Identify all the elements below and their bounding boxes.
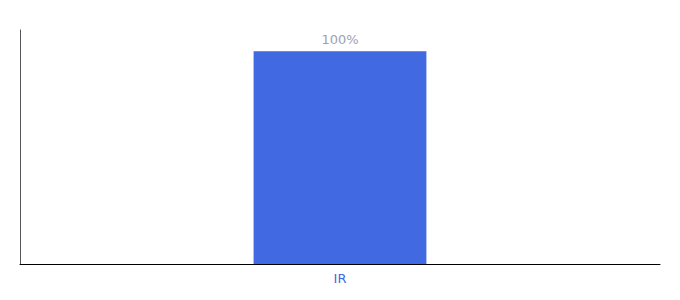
svg-text:IR: IR: [334, 271, 347, 286]
svg-text:100%: 100%: [321, 32, 358, 47]
